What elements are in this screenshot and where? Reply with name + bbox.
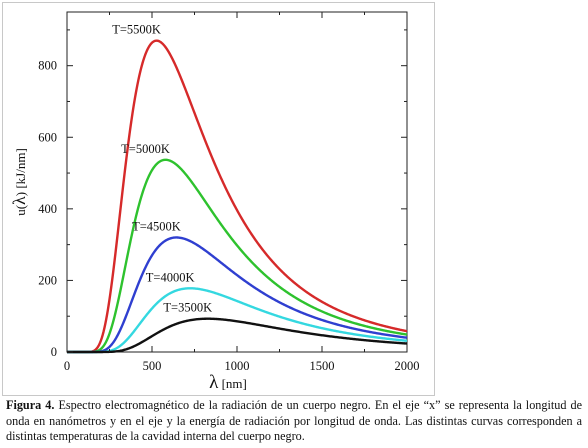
- y-ticks: 0 200 400 600 800: [38, 29, 407, 359]
- series-line-4: [66, 317, 408, 354]
- y-axis-prefix: u(: [13, 205, 28, 216]
- series-label-2: T=4500K: [132, 219, 181, 233]
- series-line-2: [66, 236, 408, 354]
- y-tick-label: 400: [38, 202, 57, 216]
- y-tick-label: 200: [38, 273, 57, 287]
- x-tick-label: 0: [64, 359, 70, 373]
- y-tick-label: 800: [38, 59, 57, 73]
- series-label-4: T=3500K: [163, 301, 212, 315]
- curves-group: [66, 39, 408, 354]
- x-tick-label: 2000: [395, 359, 420, 373]
- series-label-3: T=4000K: [146, 270, 195, 284]
- series-label-0: T=5500K: [112, 23, 161, 37]
- x-axis-unit: [nm]: [218, 376, 247, 391]
- y-axis-suffix: ) [kJ/nm]: [13, 148, 28, 196]
- figure-caption: Figura 4. Espectro electromagnético de l…: [6, 398, 582, 445]
- series-line-0: [66, 39, 408, 354]
- figure-frame: 0 500 1000 1500 2000 0 200 400 600 800 T=5500K T=…: [2, 2, 435, 396]
- series-labels: T=5500K T=5000K T=4500K T=4000K T=3500K: [112, 23, 212, 315]
- y-axis-symbol: λ: [9, 196, 29, 205]
- x-tick-label: 500: [143, 359, 162, 373]
- x-axis-symbol: λ: [209, 372, 219, 393]
- x-tick-label: 1500: [310, 359, 335, 373]
- series-line-3: [66, 287, 408, 354]
- caption-text: Espectro electromagnético de la radiació…: [6, 398, 582, 443]
- caption-label: Figura 4.: [6, 398, 55, 412]
- y-tick-label: 0: [51, 345, 57, 359]
- x-ticks: 0 500 1000 1500 2000: [64, 12, 420, 373]
- x-tick-label: 1000: [225, 359, 250, 373]
- series-label-1: T=5000K: [121, 142, 170, 156]
- y-tick-label: 600: [38, 130, 57, 144]
- y-axis-title: u(λ) [kJ/nm]: [9, 148, 29, 216]
- series-line-1: [66, 158, 408, 354]
- x-axis-title: λ [nm]: [209, 372, 247, 393]
